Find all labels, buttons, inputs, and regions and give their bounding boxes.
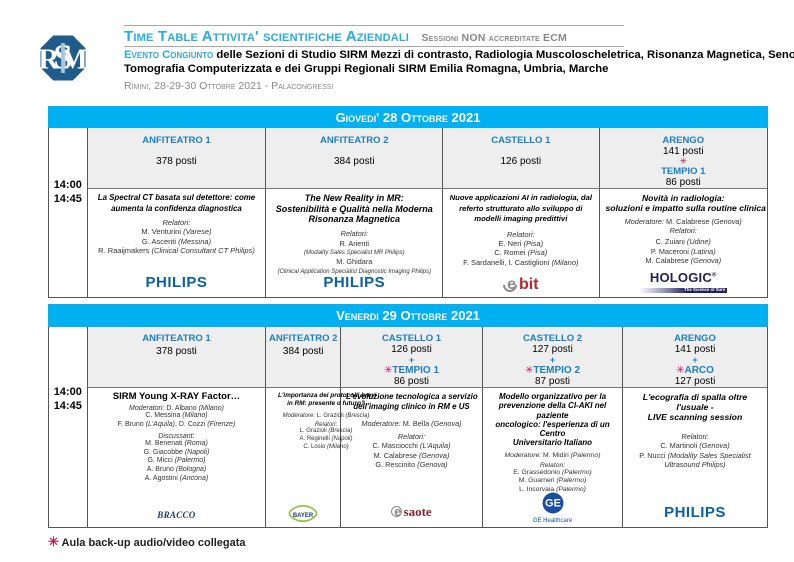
svg-text:R: R: [39, 45, 59, 76]
svg-text:GE: GE: [545, 497, 561, 509]
svg-text:BAYER: BAYER: [293, 513, 314, 519]
